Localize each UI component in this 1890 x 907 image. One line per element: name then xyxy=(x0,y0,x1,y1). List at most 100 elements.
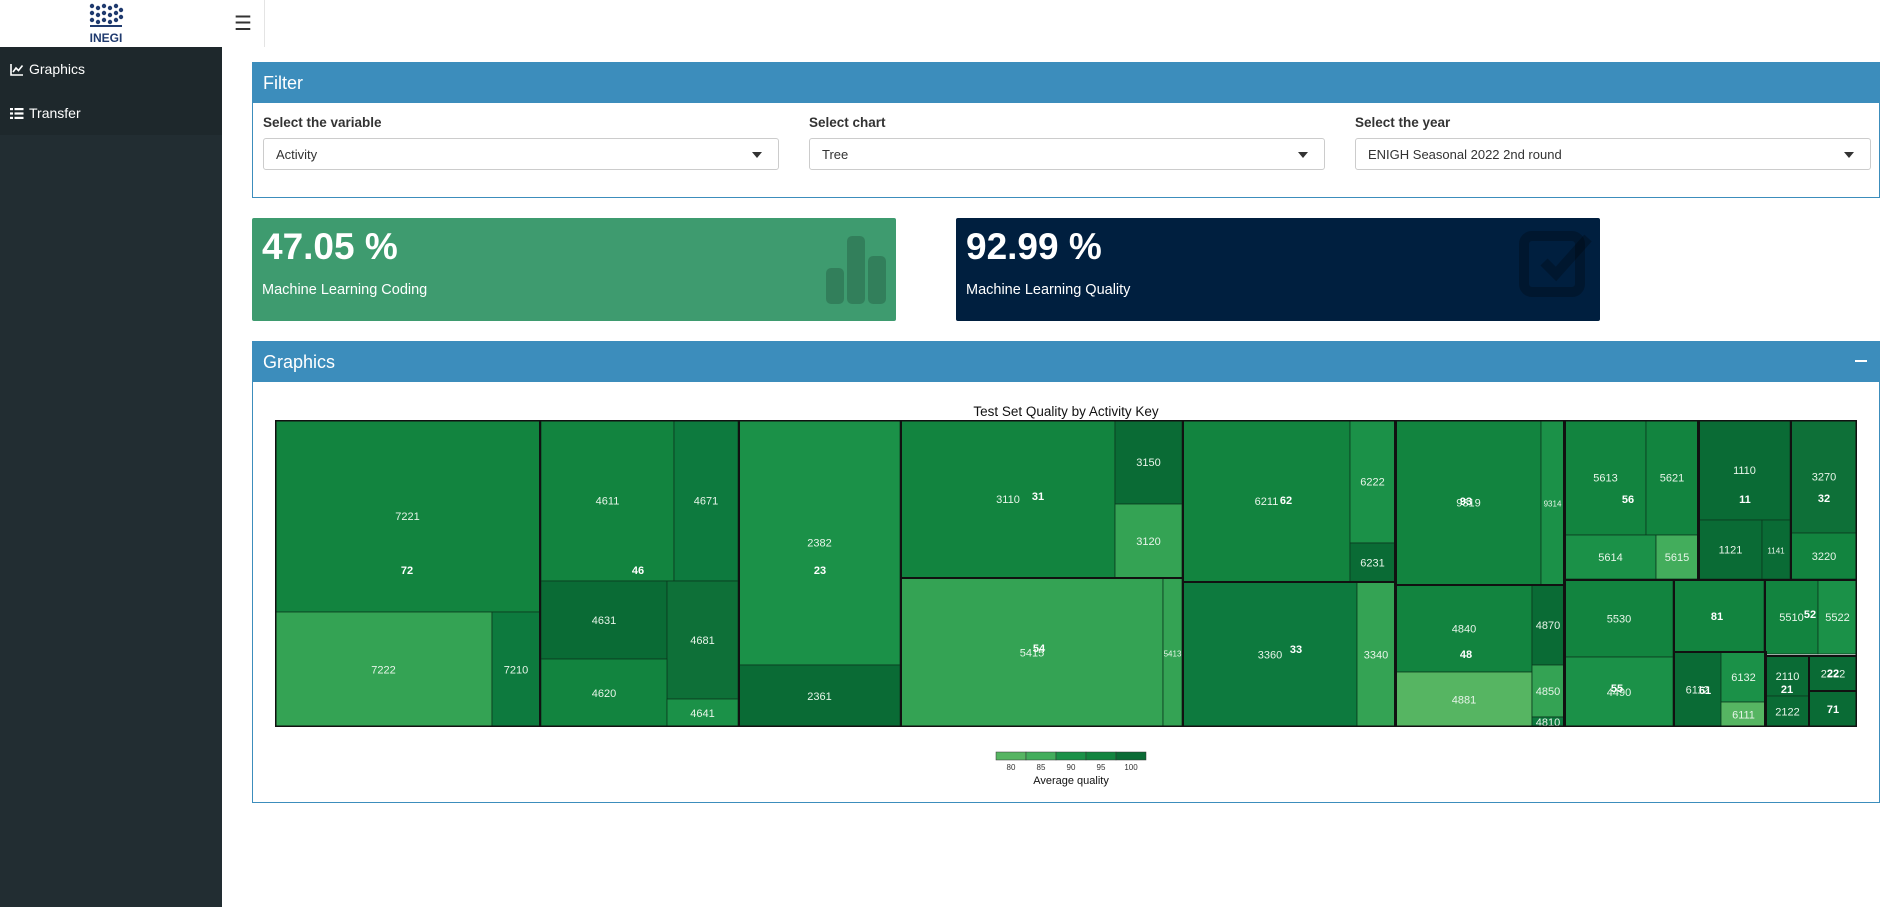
treemap-tile[interactable]: 4641 xyxy=(666,698,739,727)
treemap-tile[interactable]: 2122 xyxy=(1765,695,1810,727)
treemap-tile-label: 7222 xyxy=(371,665,395,677)
treemap-tile[interactable]: 5415 xyxy=(900,577,1164,727)
treemap-tile[interactable]: 5614 xyxy=(1564,534,1657,580)
treemap-tile-label: 5530 xyxy=(1607,614,1631,626)
legend-tick-label: 95 xyxy=(1097,763,1106,772)
logo-text: INEGI xyxy=(90,31,123,44)
treemap-tile[interactable]: 4681 xyxy=(666,580,739,700)
legend-swatch xyxy=(1055,751,1087,761)
sidebar-item-label: Graphics xyxy=(29,61,86,77)
treemap-tile[interactable]: 6111 xyxy=(1720,701,1767,727)
treemap-group-label: 33 xyxy=(1290,644,1302,656)
treemap-tile-label: 5615 xyxy=(1665,552,1689,564)
treemap-group-label: 93 xyxy=(1460,496,1472,508)
treemap-tile[interactable]: 6222 xyxy=(1349,420,1396,544)
treemap-tile[interactable]: 1121 xyxy=(1698,519,1763,580)
treemap-group-label: 81 xyxy=(1711,611,1723,623)
top-navbar: ☰ xyxy=(222,0,1890,48)
treemap-tile-label: 5510 xyxy=(1779,612,1803,624)
treemap-tile[interactable]: 1141 xyxy=(1761,519,1791,580)
treemap-tile[interactable]: 5613 xyxy=(1564,420,1647,536)
treemap-tile-label: 4641 xyxy=(690,708,714,720)
treemap-tile[interactable]: 6132 xyxy=(1720,651,1767,703)
minus-icon[interactable] xyxy=(1855,360,1867,362)
treemap-tile[interactable]: 5621 xyxy=(1645,420,1699,536)
treemap-tile-label: 3150 xyxy=(1136,457,1160,469)
check-square-icon xyxy=(1519,231,1592,297)
treemap-tile[interactable]: 3110 xyxy=(900,420,1116,579)
treemap-tile[interactable]: 7221 xyxy=(275,420,541,613)
treemap-tile[interactable]: 3360 xyxy=(1182,581,1358,727)
treemap-tile[interactable]: 7222 xyxy=(275,611,493,727)
treemap-group-label: 23 xyxy=(814,565,826,577)
treemap-group-label: 21 xyxy=(1781,684,1793,696)
sidebar-toggle-button[interactable]: ☰ xyxy=(222,0,265,47)
treemap-tile[interactable]: 2382 xyxy=(738,420,901,666)
treemap-tile-label: 1141 xyxy=(1767,547,1785,556)
coding-value: 47.05 % xyxy=(262,226,398,267)
treemap-tile[interactable]: 3220 xyxy=(1790,532,1857,580)
filter-panel-title: Filter xyxy=(263,72,303,93)
treemap-tile[interactable]: 9314 xyxy=(1540,420,1565,586)
treemap-tile[interactable]: 6112 xyxy=(1673,651,1722,727)
treemap-tile[interactable]: 4840 xyxy=(1395,584,1533,673)
treemap-tile[interactable]: 4611 xyxy=(540,420,675,582)
treemap-tile[interactable]: 4620 xyxy=(540,658,668,727)
treemap-tile[interactable]: 6211 xyxy=(1182,420,1351,583)
treemap-tile-label: 7221 xyxy=(395,511,419,523)
treemap-tile[interactable]: 5522 xyxy=(1817,579,1857,655)
treemap-tile-label: 4611 xyxy=(596,496,620,508)
treemap-tile[interactable]: 5530 xyxy=(1564,579,1674,658)
line-chart-icon xyxy=(10,63,24,76)
treemap-tile-label: 6222 xyxy=(1360,477,1384,489)
hamburger-icon: ☰ xyxy=(234,13,252,35)
treemap-tile-label: 9319 xyxy=(1456,498,1480,510)
treemap-tile-label: 4870 xyxy=(1536,620,1560,632)
treemap-tile[interactable] xyxy=(1808,690,1857,727)
treemap-tile[interactable]: 5615 xyxy=(1655,534,1699,580)
treemap-tile[interactable]: 3150 xyxy=(1114,420,1183,505)
sidebar-item-transfer[interactable]: Transfer xyxy=(0,91,222,135)
treemap-tile-label: 5621 xyxy=(1660,473,1684,485)
chevron-down-icon xyxy=(752,152,762,158)
legend-swatch xyxy=(1085,751,1117,761)
treemap-tile-label: 2122 xyxy=(1775,707,1799,719)
sidebar-item-label: Transfer xyxy=(29,105,81,121)
treemap-tile-label: 6111 xyxy=(1732,710,1755,722)
treemap-tile[interactable]: 9319 xyxy=(1395,420,1542,586)
treemap-tile[interactable]: 3340 xyxy=(1356,581,1396,727)
treemap-tile[interactable]: 4850 xyxy=(1531,664,1565,718)
chart-area: Test Set Quality by Activity Key 7221 722… xyxy=(253,382,1879,802)
treemap-tile[interactable]: 5510 xyxy=(1764,579,1819,655)
treemap-tile-label: 4850 xyxy=(1536,686,1560,698)
treemap-tile[interactable]: 4881 xyxy=(1395,671,1533,727)
treemap-tile-label: 9314 xyxy=(1544,500,1562,509)
quality-value: 92.99 % xyxy=(966,226,1102,267)
year-select-value: ENIGH Seasonal 2022 2nd round xyxy=(1368,146,1562,162)
legend-tick-label: 100 xyxy=(1124,763,1138,772)
treemap-tile-label: 3270 xyxy=(1812,472,1836,484)
treemap-tile[interactable]: 7210 xyxy=(491,611,541,727)
treemap-tile[interactable]: 2361 xyxy=(738,664,901,727)
treemap-tile[interactable]: 4671 xyxy=(673,420,739,582)
treemap-tile-label: 5413 xyxy=(1164,650,1182,659)
chart-legend: 80 85 90 95 100 Average quality xyxy=(995,751,1147,787)
treemap-tile[interactable]: 5413 xyxy=(1162,577,1183,727)
treemap-tile-label: 4810 xyxy=(1536,717,1560,727)
treemap-tile[interactable]: 3270 xyxy=(1790,420,1857,534)
variable-select[interactable]: Activity xyxy=(263,138,779,170)
treemap-tile[interactable]: 4631 xyxy=(540,580,668,660)
treemap-tile[interactable] xyxy=(1673,579,1765,653)
treemap-tile[interactable]: 4870 xyxy=(1531,584,1565,666)
treemap-tile[interactable]: 1110 xyxy=(1698,420,1791,521)
treemap-tile-label: 2361 xyxy=(807,691,831,703)
treemap-tile[interactable]: 6231 xyxy=(1349,542,1396,583)
filter-panel: Filter Select the variable Activity Sele… xyxy=(252,62,1880,198)
variable-label: Select the variable xyxy=(263,115,382,130)
sidebar-item-graphics[interactable]: Graphics xyxy=(0,47,222,91)
year-select[interactable]: ENIGH Seasonal 2022 2nd round xyxy=(1355,138,1871,170)
inegi-logo: INEGI xyxy=(90,3,124,44)
treemap-tile[interactable]: 3120 xyxy=(1114,503,1183,579)
treemap-tile-label: 3110 xyxy=(996,494,1020,506)
chart-select[interactable]: Tree xyxy=(809,138,1325,170)
